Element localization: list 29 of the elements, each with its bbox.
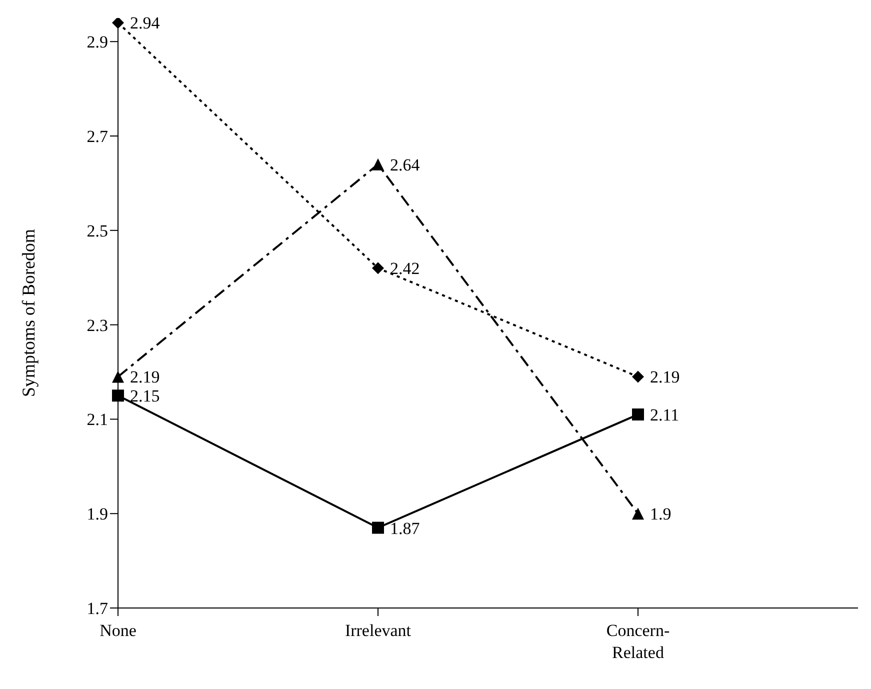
y-axis-title: Symptoms of Boredom [18,228,38,398]
x-tick-label: None [100,621,136,640]
y-tick-label: 2.3 [86,316,108,335]
data-label: 1.87 [390,518,420,538]
point [372,522,384,534]
data-label: 2.11 [650,405,680,424]
point [372,158,384,170]
point [112,370,124,383]
y-tick-label: 2.7 [86,127,108,146]
y-tick-label: 1.7 [86,599,108,618]
y-tick-label: 2.9 [86,32,108,52]
data-label: 2.19 [130,368,160,387]
y-tick-label: 1.9 [86,504,108,524]
point [112,18,124,29]
data-label: 2.42 [390,259,420,278]
y-tick-label: 2.5 [86,221,108,240]
point [112,390,124,402]
x-tick-label: Concern-Related [606,621,670,662]
point [632,408,644,420]
x-tick-label: Irrelevant [344,621,412,640]
data-label: 2.19 [650,368,680,387]
data-label: 2.15 [130,386,160,406]
data-label: 1.9 [650,504,672,524]
data-label: 2.64 [390,155,420,174]
point [372,262,384,274]
y-tick-label: 2.1 [86,410,108,430]
data-label: 2.94 [130,14,160,33]
point [632,508,644,520]
point [632,370,644,383]
